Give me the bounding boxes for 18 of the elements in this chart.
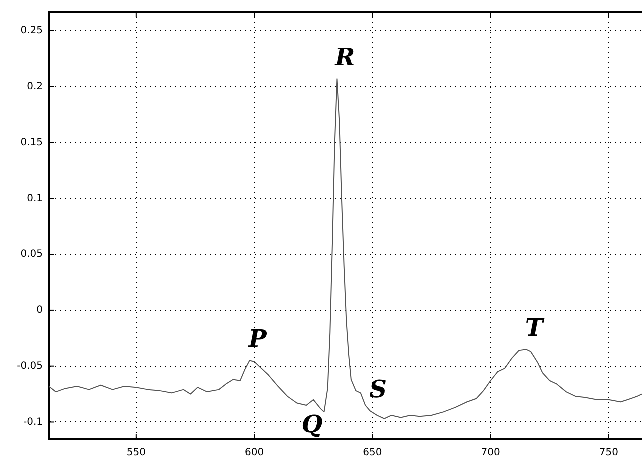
annotation: S (370, 374, 387, 404)
x-tick-label: 600 (244, 448, 264, 459)
x-tick-label: 750 (599, 448, 618, 459)
y-tick-label: 0.1 (27, 193, 43, 204)
annotation: R (334, 42, 356, 72)
annotation: Q (302, 409, 323, 438)
y-tick-label: 0 (36, 305, 43, 316)
y-tick-label: -0.1 (23, 416, 43, 428)
y-tick-label: 0.2 (27, 81, 43, 92)
x-tick-label: 700 (481, 448, 500, 459)
y-tick-label: 0.15 (20, 137, 43, 148)
annotation: T (525, 312, 546, 342)
x-tick-label: 650 (363, 448, 382, 459)
annotation: P (248, 324, 268, 353)
y-tick-label: 0.05 (20, 249, 43, 260)
y-tick-label: 0.25 (20, 26, 43, 37)
y-tick-label: -0.05 (17, 360, 43, 372)
x-tick-label: 550 (126, 448, 146, 459)
